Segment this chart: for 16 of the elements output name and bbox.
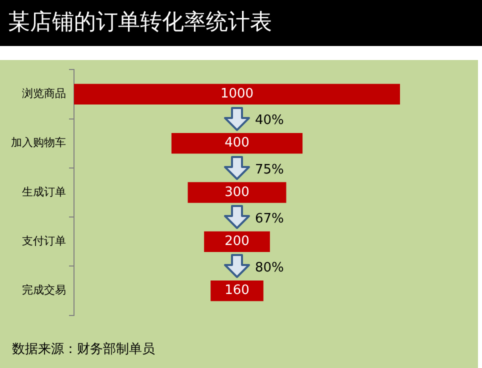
data-label: 1000	[220, 86, 254, 102]
data-label: 300	[224, 184, 250, 200]
source-note: 数据来源：财务部制单员	[12, 341, 155, 358]
text: 75%	[255, 162, 284, 178]
category-label: 生成订单	[22, 185, 66, 198]
text: 67%	[255, 211, 284, 226]
category-label: 浏览商品	[22, 87, 66, 100]
text: 某店铺的订单转化率统计表	[0, 0, 482, 46]
data-label: 160	[224, 283, 250, 298]
text: 80%	[255, 260, 284, 276]
text: 40%	[255, 113, 284, 128]
category-label: 加入购物车	[11, 136, 66, 150]
data-label: 200	[224, 234, 250, 250]
data-label: 400	[224, 136, 250, 151]
category-label: 完成交易	[22, 284, 66, 297]
category-label: 支付订单	[22, 234, 66, 248]
